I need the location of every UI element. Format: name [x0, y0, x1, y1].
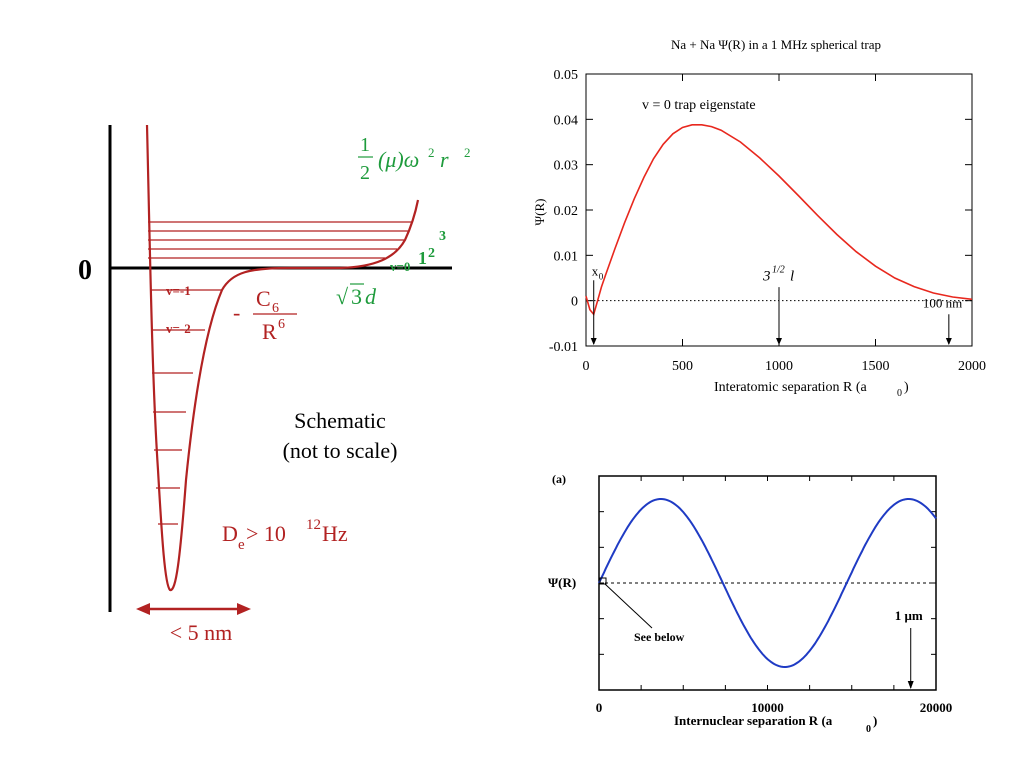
- chart1-x-label-text: Interatomic separation R (a: [714, 380, 868, 395]
- chart2-marker-label: 1 μm: [895, 608, 923, 623]
- zero-label: 0: [78, 255, 92, 286]
- chart2-x-tick-label: 10000: [751, 700, 784, 715]
- chart1-y-tick-label: 0.03: [554, 159, 579, 174]
- level-label-v-2: v=-2: [166, 321, 191, 336]
- chart1-y-tick-label: 0.05: [554, 68, 579, 83]
- c6-numerator: C: [256, 286, 271, 311]
- schematic-note-line1: Schematic: [294, 408, 386, 433]
- chart2-x-label: Internuclear separation R (a 0 ): [674, 713, 877, 735]
- sqrt-sign: √: [336, 284, 349, 309]
- chart1-x-tick-label: 1500: [862, 359, 890, 374]
- chart2-panel-label: (a): [552, 472, 566, 486]
- chart1-x-ticks: 0 500 1000 1500 2000: [583, 74, 986, 374]
- chart1-markers: x 0 3 1/2 l 100 nm: [590, 264, 962, 345]
- depth-rest: > 10: [246, 521, 286, 546]
- potential-curve: [145, 124, 420, 592]
- chart2-x-tick-label: 20000: [920, 700, 953, 715]
- chart2-annotation: See below: [634, 630, 685, 644]
- width-label: < 5 nm: [170, 620, 233, 645]
- depth-unit: Hz: [322, 521, 348, 546]
- v0-base: v=0: [390, 259, 410, 274]
- chart2-marker: 1 μm: [895, 608, 923, 689]
- internuclear-chart: (a) Ψ(R) See below 1 μm 0 10000 20000 Inte…: [548, 472, 952, 735]
- chart1-series-line: [585, 124, 973, 316]
- chart1-y-tick-label: 0.01: [554, 249, 579, 264]
- c6-term: - C 6 R 6: [233, 286, 297, 344]
- depth-sup: 12: [306, 517, 321, 533]
- chart1-marker-label-tail: l: [790, 268, 794, 284]
- chart2-x-tick-labels: 0 10000 20000: [596, 700, 953, 715]
- potential-schematic: 0 v=-1 v=-2 1 2 (μ)ω: [78, 124, 471, 645]
- chart2-x-label-text: Internuclear separation R (a: [674, 713, 833, 728]
- chart1-x-tick-label: 2000: [958, 359, 986, 374]
- chart1-y-tick-label: -0.01: [549, 340, 578, 355]
- v0-label: v=0 1 2 3: [390, 229, 446, 274]
- chart1-x-label-sub: 0: [897, 388, 902, 399]
- chart1-marker-label-sub: 0: [599, 272, 604, 282]
- chart2-series-line: [598, 498, 937, 668]
- chart1-y-tick-label: 0.04: [554, 113, 579, 128]
- width-arrow-right-head: [237, 603, 251, 615]
- v0-ones: 1: [418, 248, 427, 268]
- depth-sub: e: [238, 537, 245, 553]
- c6-minus: -: [233, 300, 240, 325]
- r-exponent: 2: [464, 145, 471, 160]
- chart1-y-tick-label: 0: [571, 295, 578, 310]
- frac-numerator: 1: [360, 134, 370, 156]
- chart1-y-ticks: -0.01 0 0.01 0.02 0.03 0.04 0.05: [549, 68, 972, 355]
- sqrt-value: 3: [351, 284, 362, 309]
- harmonic-body: (μ)ω: [378, 147, 419, 172]
- chart2-see-below-leader: [604, 583, 653, 629]
- chart1-marker-arrowhead: [776, 338, 782, 345]
- chart1-y-label: Ψ(R): [532, 199, 547, 226]
- chart1-x-tick-label: 1000: [765, 359, 793, 374]
- sqrt3d-label: √ 3 d: [336, 283, 377, 309]
- omega-exponent: 2: [428, 145, 435, 160]
- c6-den-sup: 6: [278, 317, 285, 332]
- chart1-x-label-close: ): [904, 380, 909, 395]
- chart1-x-label: Interatomic separation R (a 0 ): [714, 380, 909, 399]
- v0-sup-2: 2: [428, 246, 435, 261]
- level-label-v-1: v=-1: [166, 283, 191, 298]
- schematic-note-line2: (not to scale): [283, 438, 398, 463]
- chart1-marker-label: x: [592, 264, 599, 279]
- chart1-x-tick-label: 500: [672, 359, 693, 374]
- chart1-title: Na + Na Ψ(R) in a 1 MHz spherical trap: [671, 37, 881, 52]
- c6-denominator: R: [262, 319, 277, 344]
- chart1-marker-arrowhead: [590, 338, 597, 345]
- frac-denominator: 2: [360, 162, 370, 184]
- v0-sup-3: 3: [439, 229, 446, 244]
- bound-levels: [150, 289, 222, 525]
- chart2-x-label-close: ): [873, 713, 877, 728]
- chart2-x-label-sub: 0: [866, 724, 871, 735]
- c6-num-sub: 6: [272, 301, 279, 316]
- depth-label: D e > 10 12 Hz: [222, 517, 348, 553]
- chart2-x-tick-label: 0: [596, 700, 603, 715]
- chart2-see-below-box: [599, 577, 607, 585]
- harmonic-expression: 1 2 (μ)ω 2 r 2: [358, 134, 471, 184]
- chart1-annotation: v = 0 trap eigenstate: [642, 98, 756, 113]
- chart2-ticks: [599, 476, 936, 690]
- harmonic-r: r: [440, 147, 449, 172]
- trap-levels: [148, 221, 413, 259]
- sqrt-d: d: [365, 284, 377, 309]
- width-arrow-left-head: [136, 603, 150, 615]
- width-arrow: [136, 603, 251, 615]
- chart2-y-label: Ψ(R): [548, 575, 576, 590]
- chart1-marker-arrowhead: [945, 338, 952, 345]
- chart1-y-tick-label: 0.02: [554, 204, 579, 219]
- chart1-marker-label: 3: [762, 268, 771, 284]
- trap-eigenstate-chart: Na + Na Ψ(R) in a 1 MHz spherical trap -…: [532, 37, 986, 399]
- depth-D: D: [222, 521, 238, 546]
- chart1-marker-label-sup: 1/2: [772, 264, 785, 275]
- chart2-marker-arrowhead: [907, 681, 914, 689]
- chart1-x-tick-label: 0: [583, 359, 590, 374]
- chart1-marker-label: 100 nm: [923, 295, 962, 310]
